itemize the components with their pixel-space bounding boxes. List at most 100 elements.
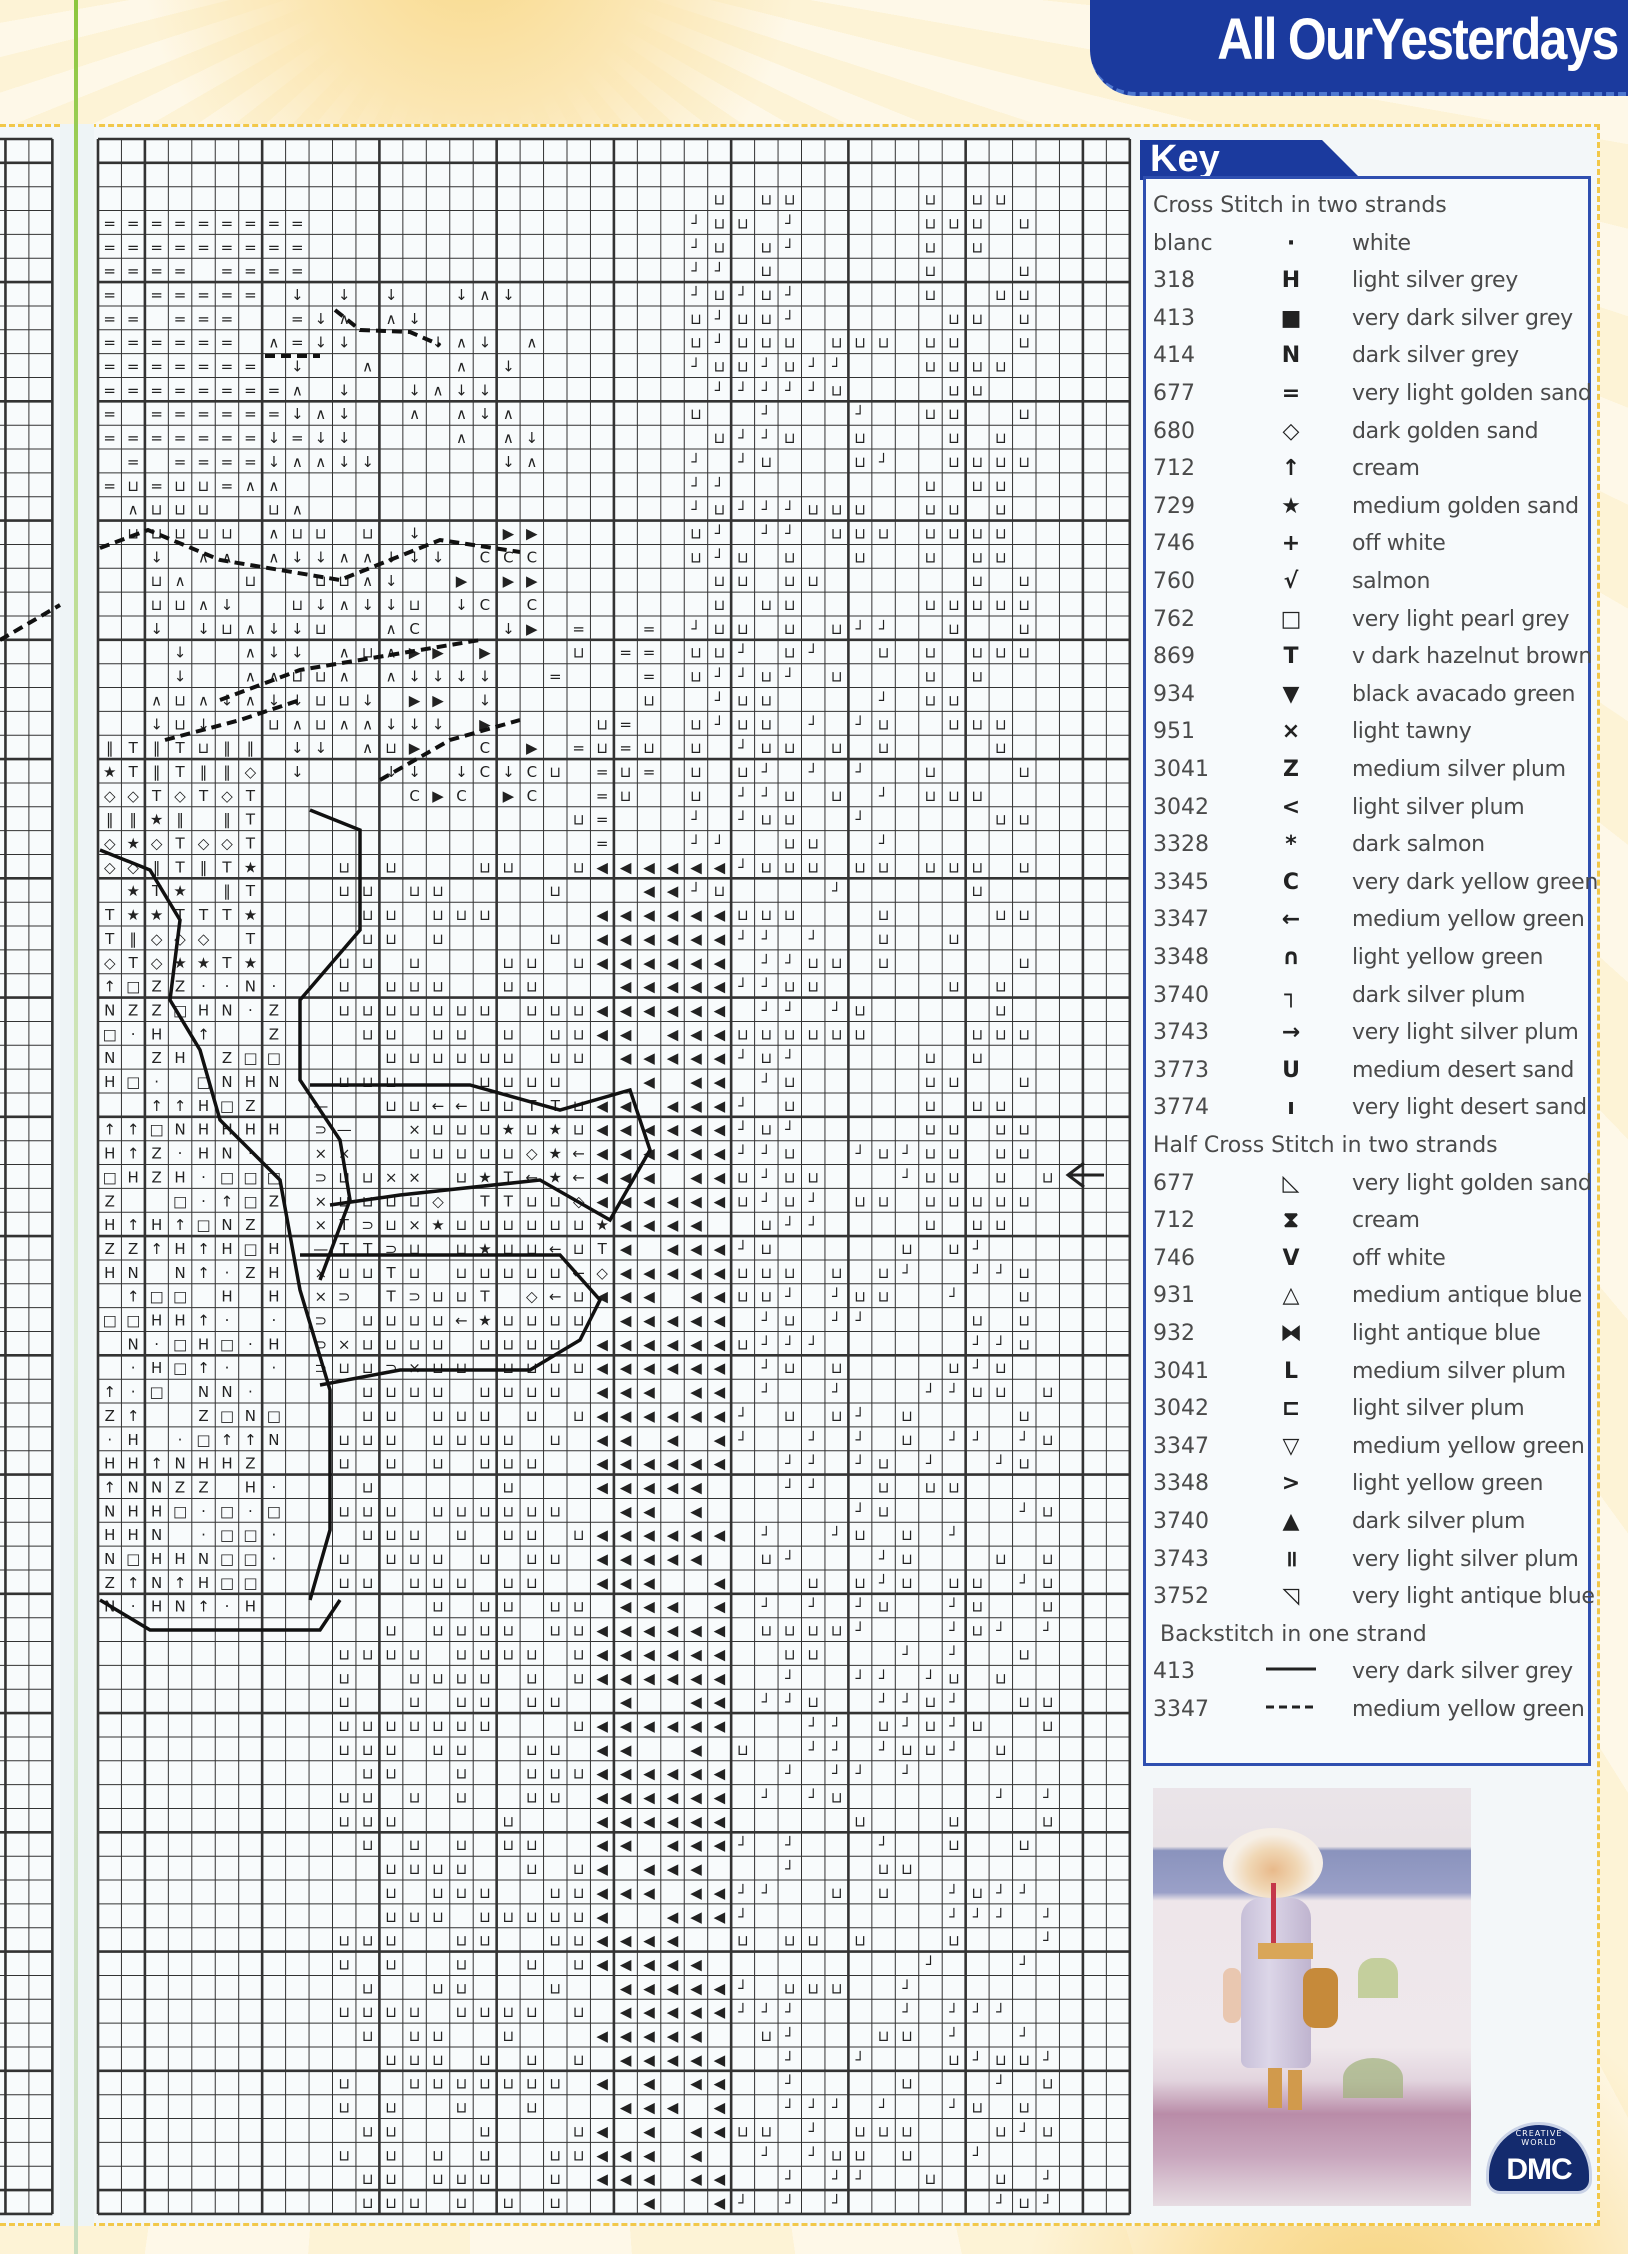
thread-color-name: cream xyxy=(1352,456,1420,482)
chart-symbol: ⊔ xyxy=(995,286,1007,304)
chart-symbol: ⊔ xyxy=(174,524,186,542)
chart-symbol: ⊔ xyxy=(432,1431,444,1449)
chart-symbol: = xyxy=(221,405,234,423)
chart-symbol: ↑ xyxy=(150,1455,163,1473)
chart-symbol: ┘ xyxy=(690,261,700,280)
chart-symbol: ★ xyxy=(126,906,139,924)
chart-symbol: ⊔ xyxy=(1018,1455,1030,1473)
chart-symbol: ⊔ xyxy=(948,715,960,733)
chart-symbol: ⊔ xyxy=(901,1860,913,1878)
chart-symbol: ◀ xyxy=(667,1908,679,1926)
chart-symbol: ⊔ xyxy=(854,524,866,542)
chart-symbol: ┘ xyxy=(761,1191,771,1210)
key-section-heading: Cross Stitch in two strands xyxy=(1153,193,1447,218)
chart-symbol: ⊔ xyxy=(878,1598,890,1616)
chart-symbol: ⊔ xyxy=(925,1216,937,1234)
key-row: 3774 ı very light desert sand xyxy=(1146,1089,1587,1126)
chart-symbol: ◀ xyxy=(596,1121,608,1139)
chart-symbol: ⊔ xyxy=(760,1288,772,1306)
chart-symbol: ┘ xyxy=(784,1477,794,1496)
chart-symbol: ┘ xyxy=(737,500,747,519)
chart-symbol: ◀ xyxy=(620,1335,632,1353)
chart-symbol: Z xyxy=(105,1407,115,1425)
chart-symbol: ⊔ xyxy=(948,310,960,328)
chart-symbol: ┘ xyxy=(714,333,724,352)
chart-symbol: N xyxy=(198,1550,209,1568)
chart-symbol: ┘ xyxy=(1019,1954,1029,1973)
chart-symbol: ◇ xyxy=(432,1192,444,1210)
chart-symbol: ⊔ xyxy=(784,596,796,614)
chart-symbol: ⊔ xyxy=(479,2170,491,2188)
chart-symbol: ┘ xyxy=(831,2193,841,2212)
thread-number: 3752 xyxy=(1153,1584,1209,1610)
chart-symbol: ⊔ xyxy=(948,501,960,519)
thread-color-name: medium silver plum xyxy=(1352,1358,1566,1384)
chart-symbol: ← xyxy=(455,1312,468,1330)
chart-symbol: ⊔ xyxy=(245,572,257,590)
chart-symbol: ↓ xyxy=(174,668,187,686)
chart-symbol: ⊔ xyxy=(526,2003,538,2021)
chart-symbol: ⊔ xyxy=(760,2027,772,2045)
chart-symbol: ┘ xyxy=(808,762,818,781)
chart-symbol: ★ xyxy=(126,835,139,853)
chart-symbol: ← xyxy=(432,1097,445,1115)
thread-number: 3347 xyxy=(1153,1433,1209,1459)
chart-symbol: ↓ xyxy=(291,739,304,757)
chart-symbol: · xyxy=(131,1598,136,1616)
chart-symbol: ┘ xyxy=(714,547,724,566)
chart-symbol: ┘ xyxy=(761,1358,771,1377)
chart-symbol: Z xyxy=(105,1192,115,1210)
chart-symbol: ⊔ xyxy=(831,1979,843,1997)
chart-symbol: ⊔ xyxy=(409,1312,421,1330)
chart-symbol: ◀ xyxy=(714,1121,726,1139)
chart-symbol: ⊔ xyxy=(503,1097,515,1115)
chart-symbol: ⊔ xyxy=(432,1669,444,1687)
chart-symbol: ⊔ xyxy=(807,835,819,853)
chart-symbol: ⊔ xyxy=(1018,1836,1030,1854)
chart-symbol: = xyxy=(150,381,163,399)
chart-symbol: ↓ xyxy=(455,286,468,304)
chart-symbol: ⊔ xyxy=(878,1264,890,1282)
chart-symbol: ⊔ xyxy=(948,1932,960,1950)
thread-color-name: light antique blue xyxy=(1352,1321,1541,1346)
chart-symbol: ⊔ xyxy=(925,787,937,805)
chart-symbol: H xyxy=(151,1025,162,1043)
chart-symbol: ⊔ xyxy=(549,1359,561,1377)
chart-symbol: ∧ xyxy=(362,715,373,733)
chart-symbol: ⊔ xyxy=(409,1717,421,1735)
chart-symbol: ⊔ xyxy=(526,2075,538,2093)
chart-symbol: ⊔ xyxy=(948,1073,960,1091)
chart-symbol: ┘ xyxy=(925,1668,935,1687)
chart-symbol: ┘ xyxy=(690,500,700,519)
chart-symbol: ⊔ xyxy=(573,811,585,829)
chart-symbol: ◀ xyxy=(667,1550,679,1568)
chart-symbol: ⊔ xyxy=(760,2122,772,2140)
chart-symbol: ⊔ xyxy=(831,739,843,757)
chart-symbol: ▶ xyxy=(503,524,515,542)
chart-symbol: ┘ xyxy=(972,1239,982,1258)
chart-symbol: = xyxy=(268,214,281,232)
chart-symbol: ↓ xyxy=(291,358,304,376)
chart-symbol: ∧ xyxy=(362,358,373,376)
chart-symbol: ◀ xyxy=(690,1001,702,1019)
chart-symbol: ↓ xyxy=(408,524,421,542)
chart-symbol: ⊔ xyxy=(1042,1550,1054,1568)
page-title: All OurYesterdays xyxy=(1217,7,1620,72)
chart-symbol: ⊔ xyxy=(549,930,561,948)
chart-symbol: ◀ xyxy=(620,1168,632,1186)
chart-symbol: ⊔ xyxy=(315,668,327,686)
chart-symbol: ⊔ xyxy=(338,1073,350,1091)
chart-symbol: = xyxy=(291,262,304,280)
chart-symbol: ⊔ xyxy=(925,858,937,876)
stitch-symbol-icon: ← xyxy=(1281,907,1301,933)
chart-symbol: ┘ xyxy=(714,380,724,399)
key-row: 3348 ∩ light yellow green xyxy=(1146,939,1586,976)
chart-symbol: ◀ xyxy=(596,1717,608,1735)
chart-symbol: · xyxy=(178,1145,183,1163)
chart-symbol: ⊔ xyxy=(925,1097,937,1115)
chart-symbol: ⊔ xyxy=(784,787,796,805)
chart-symbol: ◀ xyxy=(690,2003,702,2021)
chart-symbol: ┘ xyxy=(761,1144,771,1163)
chart-symbol: ┘ xyxy=(690,237,700,256)
stitch-symbol-icon: T xyxy=(1283,644,1299,670)
